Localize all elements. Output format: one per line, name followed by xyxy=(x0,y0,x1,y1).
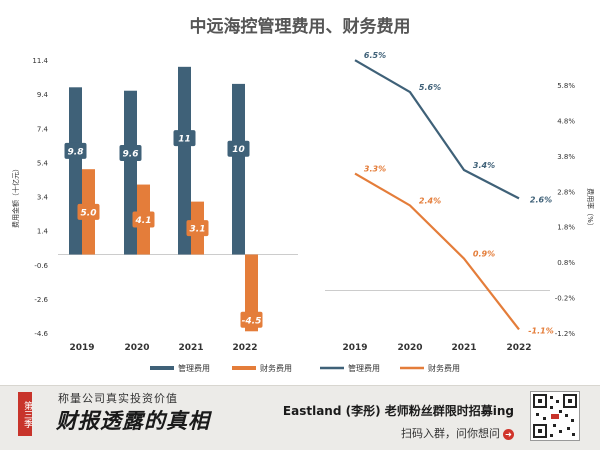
y-tick-label: -0.2% xyxy=(555,295,576,303)
line-chart: 5.8% 4.8% 3.8% 2.8% 1.8% 0.8% -0.2% -1.2% 费用率（%）… xyxy=(325,51,595,353)
cta-text[interactable]: 扫码入群，问你想问 ➜ xyxy=(401,425,514,441)
y-tick-label: 0.8% xyxy=(557,259,575,267)
point-value-label: 5.6% xyxy=(419,83,441,92)
point-value-label: 6.5% xyxy=(364,51,386,60)
bar-value-label: 9.6 xyxy=(123,149,139,159)
point-value-label: 2.6% xyxy=(530,195,552,204)
x-tick-label: 2019 xyxy=(69,343,94,353)
bar-chart: 11.4 9.4 7.4 5.4 3.4 1.4 -0.6 -2.6 -4.6 费用金额（十亿元）… xyxy=(11,57,298,353)
bar-label-box xyxy=(186,220,209,237)
x-tick-label: 2022 xyxy=(506,343,531,353)
finance-expense-ratio-line xyxy=(354,172,520,331)
bar-value-label: 3.1 xyxy=(190,225,206,235)
legend-swatch xyxy=(232,366,256,370)
bar-value-label: 10 xyxy=(232,145,245,155)
point-value-label: 0.9% xyxy=(473,250,495,259)
legend-label: 管理费用 xyxy=(178,363,210,373)
y-tick-label: 9.4 xyxy=(37,91,49,99)
y-axis-title: 费用率（%） xyxy=(586,188,595,230)
admin-expense-bar xyxy=(124,90,137,255)
admin-expense-bar xyxy=(178,66,191,255)
admin-expense-bar xyxy=(232,83,245,255)
y-tick-label: 5.4 xyxy=(37,159,49,167)
bar-value-label: 4.1 xyxy=(135,216,152,226)
y-tick-label: -2.6 xyxy=(34,296,48,304)
season-badge: 第三季 xyxy=(18,392,32,436)
slogan-subtitle: 称量公司真实投资价值 xyxy=(58,392,178,405)
legend-label: 财务费用 xyxy=(260,363,292,373)
bar-value-label: -4.5 xyxy=(242,316,262,326)
x-tick-label: 2021 xyxy=(178,343,203,353)
bar-label-box xyxy=(119,144,142,161)
bar-label-box xyxy=(64,142,87,159)
admin-expense-bar xyxy=(69,87,82,255)
y-tick-label: 1.8% xyxy=(557,224,575,232)
legend-label: 财务费用 xyxy=(428,363,460,373)
cta-label: 扫码入群，问你想问 xyxy=(401,427,500,440)
admin-expense-ratio-line xyxy=(354,59,520,200)
legend-swatch xyxy=(150,366,174,370)
bar-label-box xyxy=(132,211,155,228)
x-tick-label: 2019 xyxy=(342,343,367,353)
y-tick-label: -0.6 xyxy=(34,262,48,270)
x-tick-label: 2020 xyxy=(397,343,422,353)
y-tick-label: 4.8% xyxy=(557,117,575,125)
y-tick-label: 3.4 xyxy=(37,194,49,202)
bar-label-box xyxy=(173,130,196,147)
legend-label: 管理费用 xyxy=(348,363,380,373)
bar-value-label: 9.8 xyxy=(68,147,84,157)
bar-label-box xyxy=(240,311,263,328)
bar-label-box xyxy=(77,203,100,220)
slogan-title: 财报透露的真相 xyxy=(56,409,210,433)
x-tick-label: 2022 xyxy=(232,343,257,353)
chart-area: 中远海控管理费用、财务费用 11.4 9.4 7.4 5.4 3.4 1.4 -0.6 -2.… xyxy=(11,16,595,373)
point-value-label: 3.3% xyxy=(364,165,386,174)
y-tick-label: -1.2% xyxy=(555,330,576,338)
y-tick-label: 7.4 xyxy=(37,125,49,133)
x-tick-label: 2020 xyxy=(124,343,149,353)
chart-title: 中远海控管理费用、财务费用 xyxy=(190,16,411,37)
bar-value-label: 11 xyxy=(178,135,191,145)
point-value-label: 2.4% xyxy=(419,196,441,205)
legend: 管理费用 财务费用 管理费用 财务费用 xyxy=(150,363,460,373)
point-value-label: 3.4% xyxy=(473,161,495,170)
qr-code-icon[interactable] xyxy=(530,391,580,441)
bar-label-box xyxy=(227,140,250,157)
y-tick-label: 1.4 xyxy=(37,228,49,236)
point-value-label: -1.1% xyxy=(528,326,554,335)
promo-text: Eastland (李彤) 老师粉丝群限时招募ing xyxy=(282,404,514,418)
y-tick-label: 5.8% xyxy=(557,82,575,90)
y-tick-label: 2.8% xyxy=(557,188,575,196)
footer-banner xyxy=(0,385,600,450)
y-axis-title: 费用金额（十亿元） xyxy=(11,165,20,228)
bar-value-label: 5.0 xyxy=(81,208,97,218)
y-tick-label: 11.4 xyxy=(32,57,48,65)
y-tick-label: 3.8% xyxy=(557,153,575,161)
arrow-right-icon: ➜ xyxy=(503,429,514,440)
x-tick-label: 2021 xyxy=(451,343,476,353)
y-tick-label: -4.6 xyxy=(34,330,48,338)
